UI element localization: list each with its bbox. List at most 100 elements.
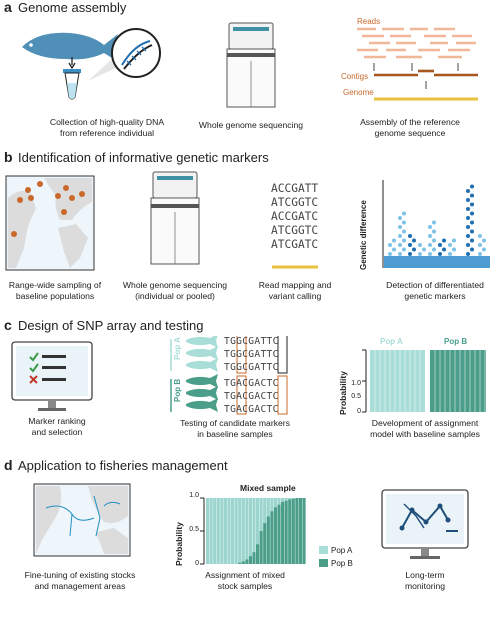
section-b-illustrations <box>5 171 490 271</box>
section-d-letter: d <box>4 457 13 473</box>
mixed-bar-pop-a <box>213 498 217 564</box>
manhattan-dot <box>438 252 442 256</box>
mixed-bar-pop-a <box>245 498 249 560</box>
caption-b-3: Read mapping and variant calling <box>258 280 332 301</box>
pop-a-bar-label: Pop A <box>380 337 403 346</box>
mixed-bar-pop-a <box>206 498 210 564</box>
mixed-bar-pop-a <box>227 498 231 564</box>
manhattan-dot <box>428 234 432 238</box>
manhattan-dot <box>428 252 432 256</box>
manhattan-dot <box>466 216 470 220</box>
pop-b-side-label: Pop B <box>173 378 182 402</box>
manhattan-dot <box>412 238 416 243</box>
mixed-bar-pop-a <box>241 498 245 562</box>
manhattan-dot <box>482 247 486 252</box>
manhattan-dot <box>432 229 436 234</box>
pop-a-fish-icons <box>186 336 218 372</box>
manhattan-dot <box>402 220 406 225</box>
pop-b-fish-icons <box>186 374 218 412</box>
mixed-bar-pop-a <box>273 498 278 508</box>
c-ylabel: Probability <box>338 371 348 415</box>
mixed-sample-title: Mixed sample <box>240 483 296 493</box>
manhattan-dot <box>388 243 392 247</box>
mixed-bar-pop-a <box>266 498 270 517</box>
section-c-letter: c <box>4 317 12 333</box>
marker-sequences: TGGCGATTC TGGCGATTC TGGCGATTC TGACGACTC … <box>224 335 279 416</box>
read-sequence: ATCGATC <box>271 238 319 251</box>
mixed-bar-pop-a <box>291 498 295 499</box>
mixed-bar-pop-a <box>234 498 238 564</box>
marker-sequence: TGGCGATTC <box>224 336 279 347</box>
mixed-bar-pop-a <box>216 498 220 564</box>
manhattan-dot <box>402 229 406 234</box>
mixed-bar-pop-b <box>288 499 292 564</box>
mixed-bar-pop-b <box>281 501 285 564</box>
mixed-bar-pop-a <box>284 498 288 501</box>
manhattan-dot <box>448 252 452 256</box>
mixed-bar-pop-a <box>288 498 292 500</box>
manhattan-dot <box>392 238 396 243</box>
manhattan-dot <box>438 243 442 247</box>
caption-a-3: Assembly of the reference genome sequenc… <box>360 117 460 138</box>
caption-c-3: Development of assignment model with bas… <box>370 418 480 439</box>
section-a-illustrations: Reads Contigs Genome <box>22 17 478 108</box>
mixed-bar-pop-a <box>259 498 263 531</box>
manhattan-dot <box>470 238 474 243</box>
mixed-bar-pop-b <box>252 552 256 564</box>
caption-c-2: Testing of candidate markers in baseline… <box>180 418 290 439</box>
manhattan-plot <box>382 180 490 268</box>
caption-d-3: Long-term monitoring <box>404 570 446 591</box>
manhattan-dot <box>398 225 402 229</box>
section-b-letter: b <box>4 149 13 165</box>
marker-sequence: TGGCGATTC <box>224 349 279 360</box>
manhattan-dot <box>442 247 446 252</box>
mixed-bar-pop-a <box>252 498 256 553</box>
mixed-bar-pop-b <box>259 531 263 564</box>
manhattan-dot <box>478 252 482 256</box>
manhattan-dot <box>418 252 422 256</box>
manhattan-dot <box>466 207 470 211</box>
manhattan-dot <box>402 238 406 243</box>
manhattan-dot <box>428 243 432 247</box>
mixed-bar-pop-a <box>281 498 285 502</box>
management-map <box>33 483 131 557</box>
caption-b-4: Detection of differentiated genetic mark… <box>386 280 484 301</box>
manhattan-dot <box>478 243 482 247</box>
mixed-bar-pop-b <box>245 559 249 564</box>
caption-a-2: Whole genome sequencing <box>198 120 304 130</box>
section-a-letter: a <box>4 0 12 15</box>
manhattan-dot <box>448 243 452 247</box>
manhattan-dot <box>470 247 474 252</box>
section-c-title: Design of SNP array and testing <box>18 318 204 333</box>
manhattan-dot <box>432 238 436 243</box>
mixed-bar-pop-b <box>273 507 278 564</box>
mixed-bar-pop-b <box>256 544 260 564</box>
read-sequence: ATCGGTC <box>271 224 319 237</box>
mixed-bar-pop-b <box>238 562 242 564</box>
c-ytick: 1.0 <box>351 380 361 387</box>
svg-text:Reads: Reads <box>357 17 380 26</box>
mixed-bar-pop-a <box>238 498 242 563</box>
marker-sequence: TGACGACTC <box>224 378 279 389</box>
mixed-bar-pop-a <box>270 498 274 512</box>
read-sequence: ACCGATT <box>271 182 319 195</box>
mixed-bar-pop-b <box>266 516 270 564</box>
manhattan-dot <box>470 229 474 234</box>
legend-pop-b: Pop B <box>331 559 353 568</box>
mixed-bar-pop-a <box>223 498 228 564</box>
manhattan-dot <box>398 252 402 256</box>
mixed-bar-pop-b <box>263 523 267 564</box>
monitoring-monitor-icon <box>381 489 469 559</box>
d-ylabel: Probability <box>174 522 184 566</box>
manhattan-dot <box>432 247 436 252</box>
assembly-diagram: Reads Contigs Genome <box>341 17 478 101</box>
marker-sequence: TGACGACTC <box>224 404 279 415</box>
section-a-title: Genome assembly <box>18 0 127 15</box>
mixed-bar-pop-a <box>263 498 267 524</box>
caption-d-2: Assignment of mixed stock samples <box>205 570 285 591</box>
manhattan-dot <box>466 252 470 256</box>
monitor-checklist-icon <box>11 341 93 411</box>
manhattan-dot <box>470 193 474 198</box>
d-ytick: 0 <box>195 560 199 567</box>
mixed-bar-pop-b <box>241 561 245 564</box>
